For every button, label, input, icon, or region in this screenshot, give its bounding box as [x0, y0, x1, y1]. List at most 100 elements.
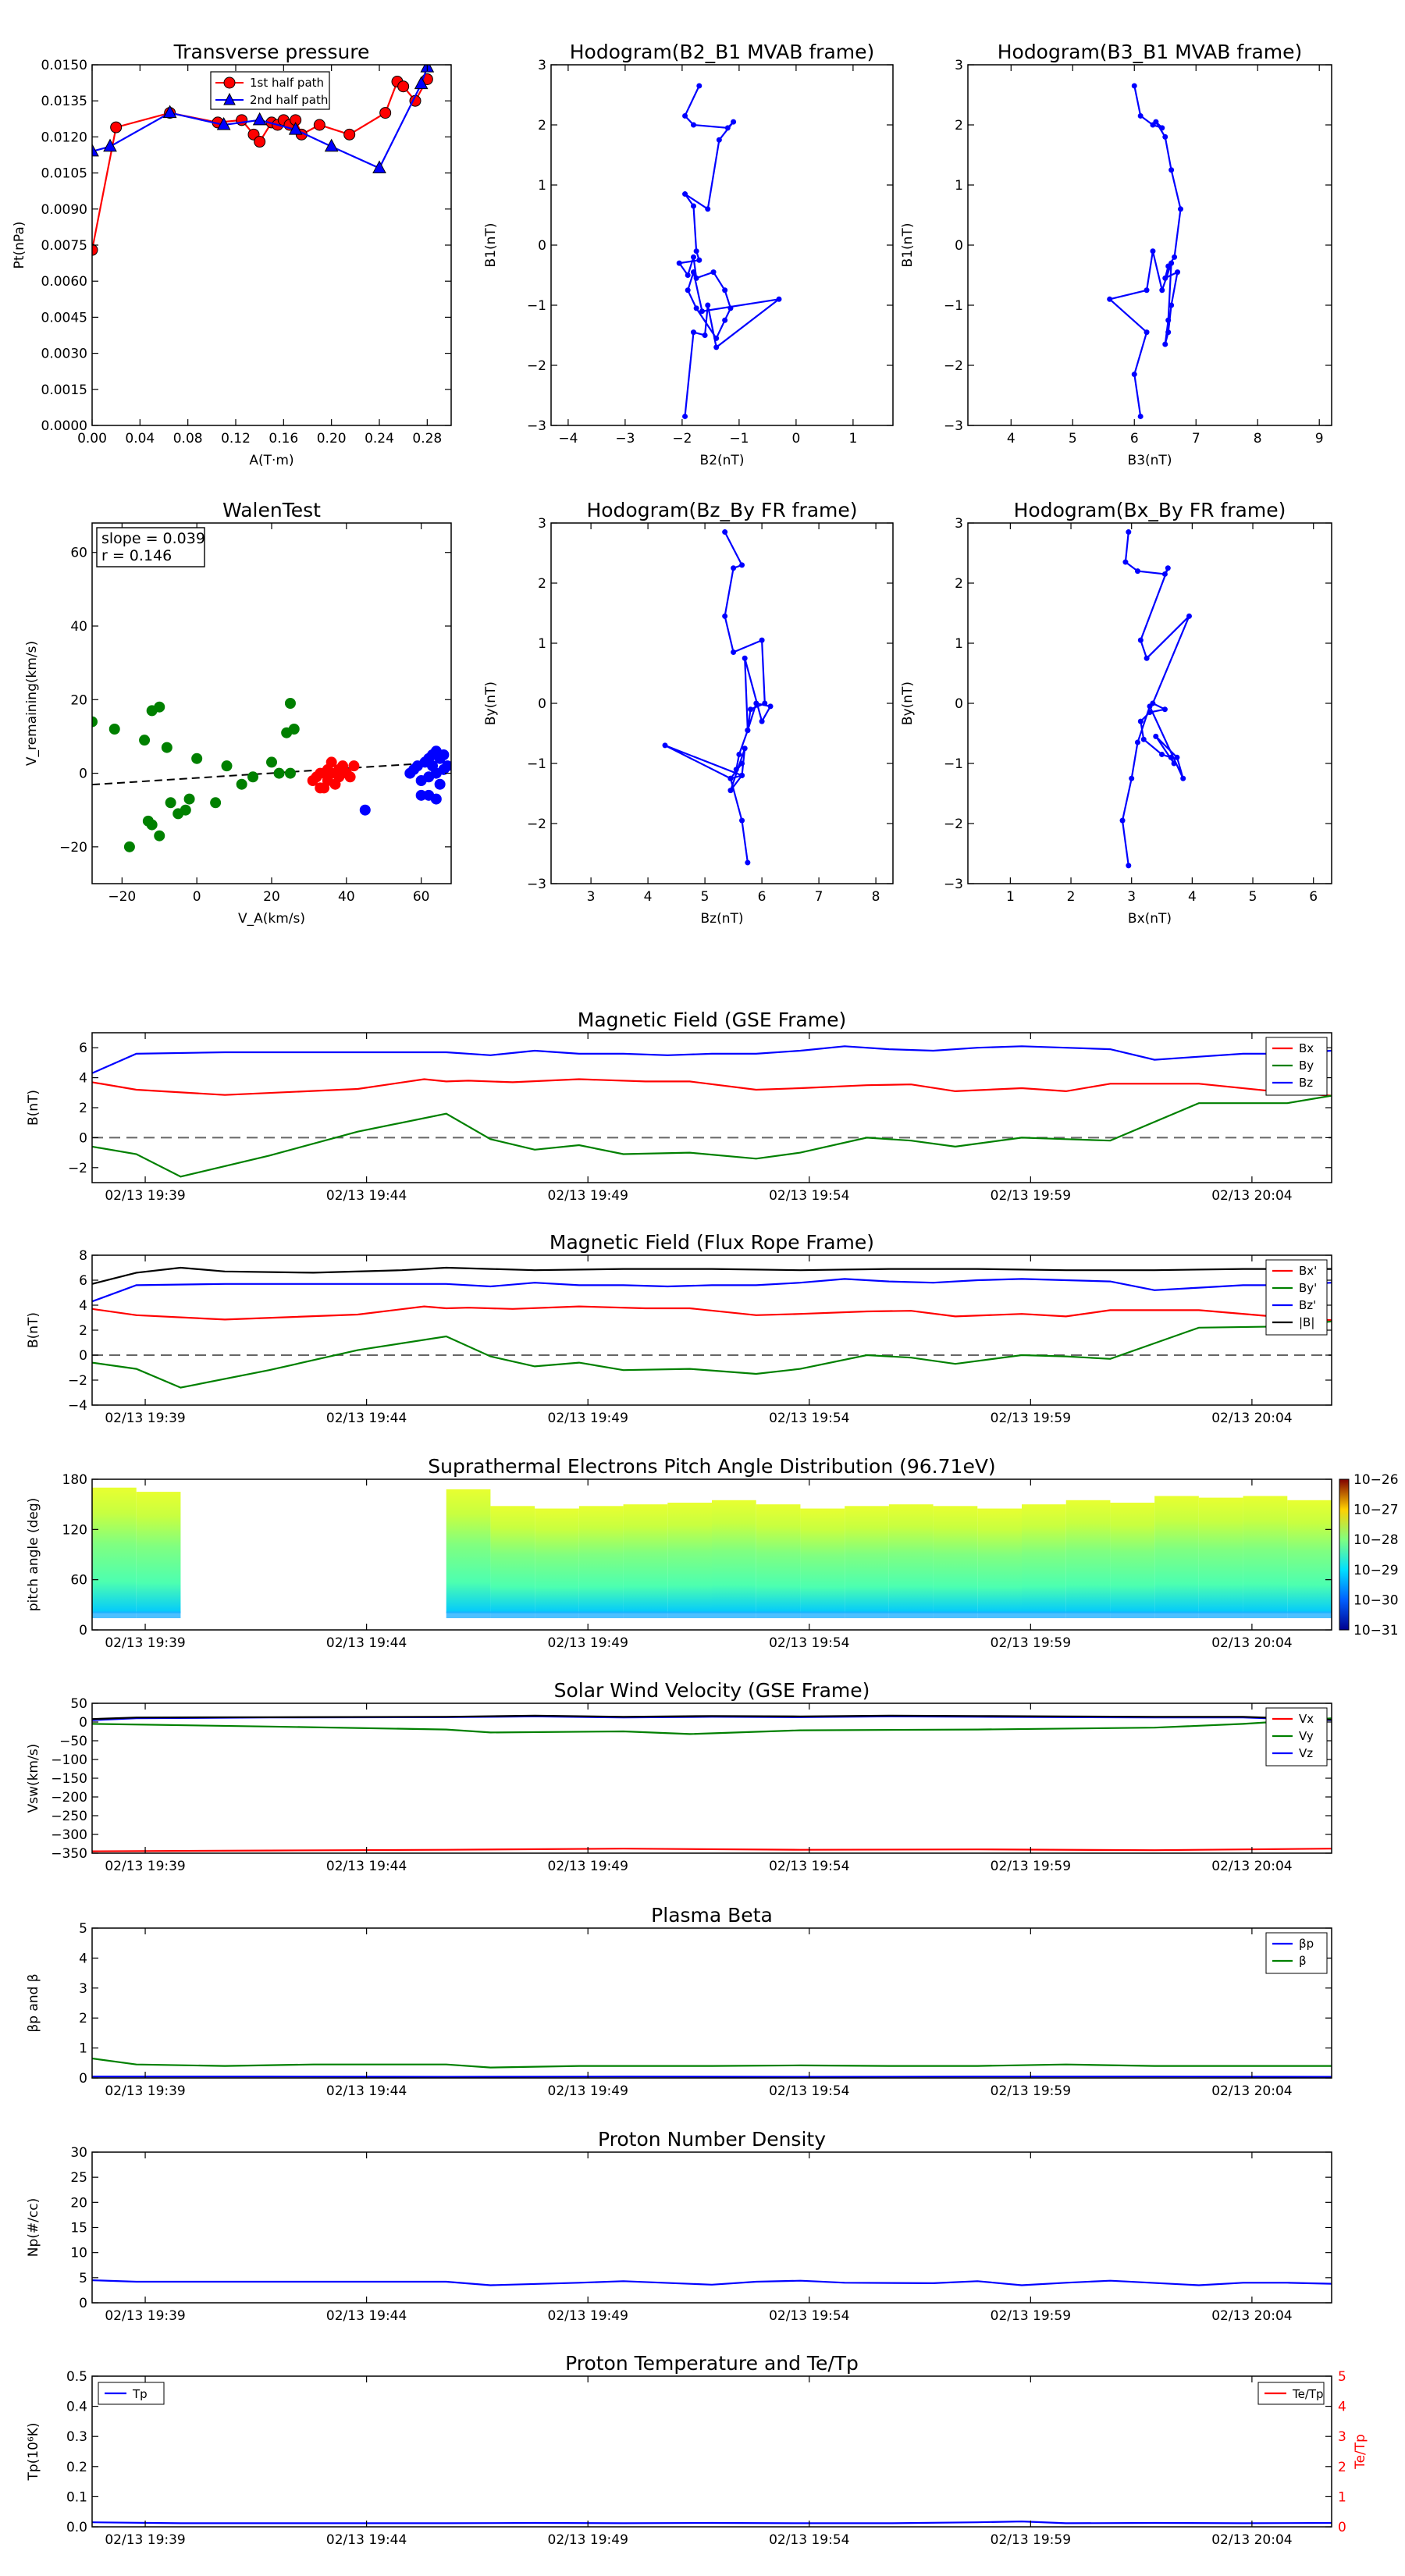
x-tick-label: 02/13 19:59	[991, 1188, 1071, 1204]
y-tick-label: −300	[51, 1827, 87, 1843]
data-point	[154, 701, 165, 713]
x-tick-label: 0	[193, 889, 201, 905]
legend: Te/Tp	[1257, 2382, 1325, 2405]
plot-frame	[91, 1478, 1332, 1631]
legend-frame	[1265, 1932, 1328, 1974]
y-tick-label: 1	[538, 636, 546, 652]
pad-low-band	[933, 1611, 978, 1618]
data-point	[1144, 655, 1150, 661]
y-axis-label: B(nT)	[26, 1312, 41, 1348]
x-axis-label: B3(nT)	[1128, 453, 1172, 468]
y-tick-label: 0.5	[66, 2369, 87, 2385]
y-tick-label: 0.0120	[41, 130, 87, 145]
pad-low-band	[667, 1611, 712, 1618]
x-tick-label: 02/13 19:49	[548, 1188, 628, 1204]
y-tick-label: 0	[79, 1623, 87, 1638]
x-tick-label: 02/13 19:44	[326, 1188, 407, 1204]
data-point	[1162, 341, 1168, 347]
x-tick-label: 7	[1192, 431, 1200, 447]
x-tick-label: 5	[1249, 889, 1257, 905]
data-point	[110, 121, 123, 133]
y-tick-label: −150	[51, 1771, 87, 1787]
y-tick-label: 0.0030	[41, 347, 87, 362]
chart-title: Magnetic Field (GSE Frame)	[578, 1009, 846, 1031]
x-tick-label: 02/13 19:44	[326, 1411, 407, 1426]
x-tick-label: 0.24	[365, 431, 394, 447]
colorbar-tick-label: 10−30	[1353, 1592, 1399, 1608]
x-tick-label: 4	[1007, 431, 1016, 447]
x-axis-label: Bz(nT)	[700, 911, 743, 927]
panel-walen_test: WalenTest V_A(km/s) V_remaining(km/s) −20 0 2…	[24, 499, 452, 927]
data-point	[762, 700, 768, 706]
series-line-0	[92, 1078, 1332, 1097]
y-axis-label: B(nT)	[26, 1090, 41, 1126]
data-point	[739, 562, 745, 568]
data-point	[1119, 817, 1126, 824]
y-axis-label: Vsw(km/s)	[26, 1744, 41, 1813]
y-tick-label: 60	[70, 1573, 87, 1589]
y-tick-label: 0.0090	[41, 202, 87, 218]
x-tick-label: 4	[1188, 889, 1197, 905]
data-point	[727, 775, 734, 781]
plot-area	[1107, 83, 1183, 419]
data-point	[1126, 863, 1132, 869]
x-axis-label: Bx(nT)	[1128, 911, 1172, 927]
x-tick-label: 02/13 19:44	[326, 2083, 407, 2099]
y-tick-label: 0	[79, 767, 87, 782]
data-point	[210, 797, 222, 809]
chart-title: WalenTest	[222, 499, 321, 521]
x-tick-label: 8	[1254, 431, 1262, 447]
x-tick-label: 02/13 19:49	[548, 2308, 628, 2324]
legend-label: Vy	[1299, 1729, 1314, 1743]
x-tick-label: 02/13 19:44	[326, 1859, 407, 1874]
y-tick-label: −3	[944, 418, 963, 434]
x-tick-label: 5	[1069, 431, 1077, 447]
y-tick-label: 6	[79, 1273, 87, 1289]
y-tick-label: 2	[79, 1101, 87, 1116]
data-point	[731, 119, 737, 125]
data-point	[92, 716, 98, 728]
panel-pad: Suprathermal Electrons Pitch Angle Distr…	[26, 1455, 1399, 1651]
data-point	[1175, 269, 1181, 276]
plot-frame	[91, 1927, 1332, 2079]
data-point	[1144, 287, 1150, 294]
y-tick-label: 2	[955, 576, 963, 592]
y-tick-label: −1	[944, 756, 963, 772]
panel-transverse_pressure: Transverse pressureA(T·m)Pt(nPa)0.00000.…	[12, 41, 452, 468]
x-tick-label: −1	[729, 431, 749, 447]
pad-column	[845, 1506, 889, 1614]
y-tick-label: 1	[79, 2041, 87, 2057]
y-tick-label: 180	[62, 1472, 87, 1488]
legend-label: βp	[1299, 1937, 1314, 1951]
x-tick-label: 02/13 19:44	[326, 1635, 407, 1651]
plot-area	[1119, 529, 1192, 869]
data-point	[1180, 775, 1186, 781]
data-point	[154, 830, 165, 841]
series-line-0	[664, 531, 772, 863]
y-tick-label: −3	[527, 418, 546, 434]
series-line-0	[678, 85, 780, 417]
legend-label: Vz	[1299, 1746, 1313, 1760]
pad-column	[667, 1503, 712, 1614]
pad-column	[446, 1489, 491, 1614]
data-point	[1172, 254, 1178, 260]
data-point	[236, 778, 247, 790]
y-axis-label: pitch angle (deg)	[26, 1498, 41, 1612]
legend: Bx' By' Bz' |B|	[1265, 1259, 1328, 1336]
y-axis-label: Pt(nPa)	[12, 222, 27, 269]
series-line-0	[92, 2279, 1332, 2286]
series-line-2	[92, 1045, 1332, 1074]
data-point	[1162, 133, 1168, 140]
data-point	[1107, 296, 1113, 302]
y-tick-label: −2	[527, 817, 546, 832]
data-point	[1159, 751, 1165, 757]
y-tick-label: −50	[59, 1734, 87, 1749]
plot-frame	[91, 2151, 1332, 2304]
y-tick-label: 2	[79, 2011, 87, 2026]
x-tick-label: 02/13 19:44	[326, 2308, 407, 2324]
data-point	[753, 700, 759, 706]
y-tick-label: 3	[955, 58, 963, 73]
data-point	[691, 122, 696, 128]
data-point	[1147, 703, 1153, 710]
data-point	[180, 804, 191, 816]
